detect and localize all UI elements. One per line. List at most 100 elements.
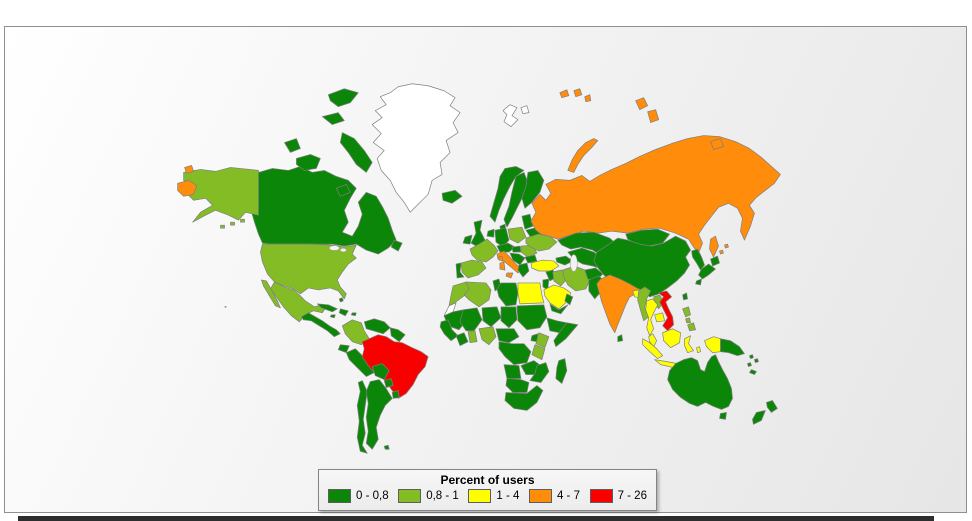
country-solomon-islands[interactable] [749,354,759,363]
country-guyanas[interactable] [389,327,406,343]
country-vietnam[interactable] [658,290,674,332]
country-mali[interactable] [459,307,483,332]
country-malay-peninsula[interactable] [648,333,657,348]
country-alaska[interactable] [183,167,259,229]
country-venezuela[interactable] [363,318,391,335]
country-canada[interactable] [250,166,397,255]
country-cameroon-car[interactable] [495,328,520,344]
country-mexico[interactable] [270,281,327,323]
country-somalia[interactable] [553,322,579,348]
country-devon-island[interactable] [321,112,345,125]
country-moluccas[interactable] [696,346,701,354]
country-kenya[interactable] [535,332,550,349]
country-south-africa[interactable] [504,385,544,411]
country-niger[interactable] [481,306,502,328]
country-southampton-island[interactable] [335,184,351,197]
country-finland[interactable] [521,170,545,209]
country-argentina[interactable] [365,379,393,450]
country-baffin-island[interactable] [339,132,373,173]
country-hispaniola[interactable] [338,308,349,317]
country-turkey[interactable] [530,259,560,272]
country-alpine-states[interactable] [496,242,516,253]
country-tasmania[interactable] [719,412,727,420]
country-japan-kyushu[interactable] [695,278,702,286]
country-brazil[interactable] [361,334,429,399]
country-borneo[interactable] [662,328,681,349]
country-sardinia[interactable] [499,261,506,271]
country-poland[interactable] [507,226,527,244]
country-chad[interactable] [500,306,518,329]
country-new-siberian-islands[interactable] [710,138,724,150]
country-drc[interactable] [498,341,532,365]
country-algeria[interactable] [463,281,492,308]
country-central-america[interactable] [301,312,341,338]
country-ellesmere-island[interactable] [327,88,359,108]
country-benelux[interactable] [486,228,495,238]
country-cambodia[interactable] [654,312,665,323]
country-yemen[interactable] [549,303,569,315]
country-nz-south[interactable] [752,410,766,425]
country-ukraine[interactable] [525,233,558,252]
country-baja-california[interactable] [261,279,281,309]
country-namibia-botswana[interactable] [505,378,530,393]
country-korea[interactable] [691,248,705,271]
country-jamaica[interactable] [329,314,336,319]
country-japan-honshu[interactable] [698,263,716,280]
country-sweden[interactable] [503,172,529,228]
country-ireland[interactable] [462,234,473,245]
country-sri-lanka[interactable] [617,334,624,343]
country-svalbard[interactable] [502,104,530,127]
country-india[interactable] [596,274,648,334]
country-iran[interactable] [562,265,592,292]
country-corsica[interactable] [498,255,504,262]
country-ghana[interactable] [467,330,478,344]
country-mozambique-zimbabwe[interactable] [529,362,550,383]
country-severnaya-zemlya[interactable] [635,97,659,123]
country-puerto-rico[interactable] [350,312,357,317]
country-france[interactable] [469,238,499,263]
country-uruguay[interactable] [391,390,400,399]
country-falklands[interactable] [383,444,390,450]
country-ecuador[interactable] [337,344,350,354]
country-chukotka-wrap[interactable] [177,180,197,197]
country-madagascar[interactable] [555,358,568,384]
country-newfoundland[interactable] [390,239,403,252]
country-png[interactable] [720,338,745,356]
country-egypt[interactable] [517,282,545,305]
country-victoria-island[interactable] [296,154,321,171]
country-japan-hokkaido[interactable] [710,255,720,267]
country-senegal-guinea[interactable] [439,319,459,342]
country-thailand[interactable] [645,298,658,337]
country-hungary[interactable] [511,245,522,253]
country-luzon[interactable] [682,306,691,318]
country-bolivia[interactable] [371,363,390,380]
country-paraguay[interactable] [383,378,394,388]
country-bahamas[interactable] [338,297,344,303]
country-wrangel-island[interactable] [184,165,194,174]
country-visayas[interactable] [685,317,691,324]
country-caucasus[interactable] [555,255,574,266]
country-greenland[interactable] [371,83,461,213]
country-vanuatu[interactable] [747,362,752,367]
country-sicily[interactable] [505,272,514,279]
country-nigeria[interactable] [478,326,497,346]
country-oman[interactable] [564,293,574,306]
country-sudan[interactable] [516,304,548,331]
country-portugal[interactable] [455,262,465,279]
country-taiwan[interactable] [682,292,688,301]
country-sumatra[interactable] [642,338,663,359]
country-cuba[interactable] [317,303,338,313]
country-banks-island[interactable] [284,138,301,153]
country-sakhalin[interactable] [709,235,719,258]
country-sulawesi[interactable] [684,335,694,354]
country-greece[interactable] [517,262,530,278]
country-angola[interactable] [503,364,522,379]
country-norway[interactable] [489,166,525,223]
country-mindanao[interactable] [687,322,696,332]
country-iceland[interactable] [441,189,463,204]
country-spain[interactable] [460,259,487,279]
country-australia[interactable] [667,354,733,410]
country-ivory-coast[interactable] [455,332,469,347]
country-kuril-islands[interactable] [719,243,729,255]
country-balkans[interactable] [509,252,526,266]
